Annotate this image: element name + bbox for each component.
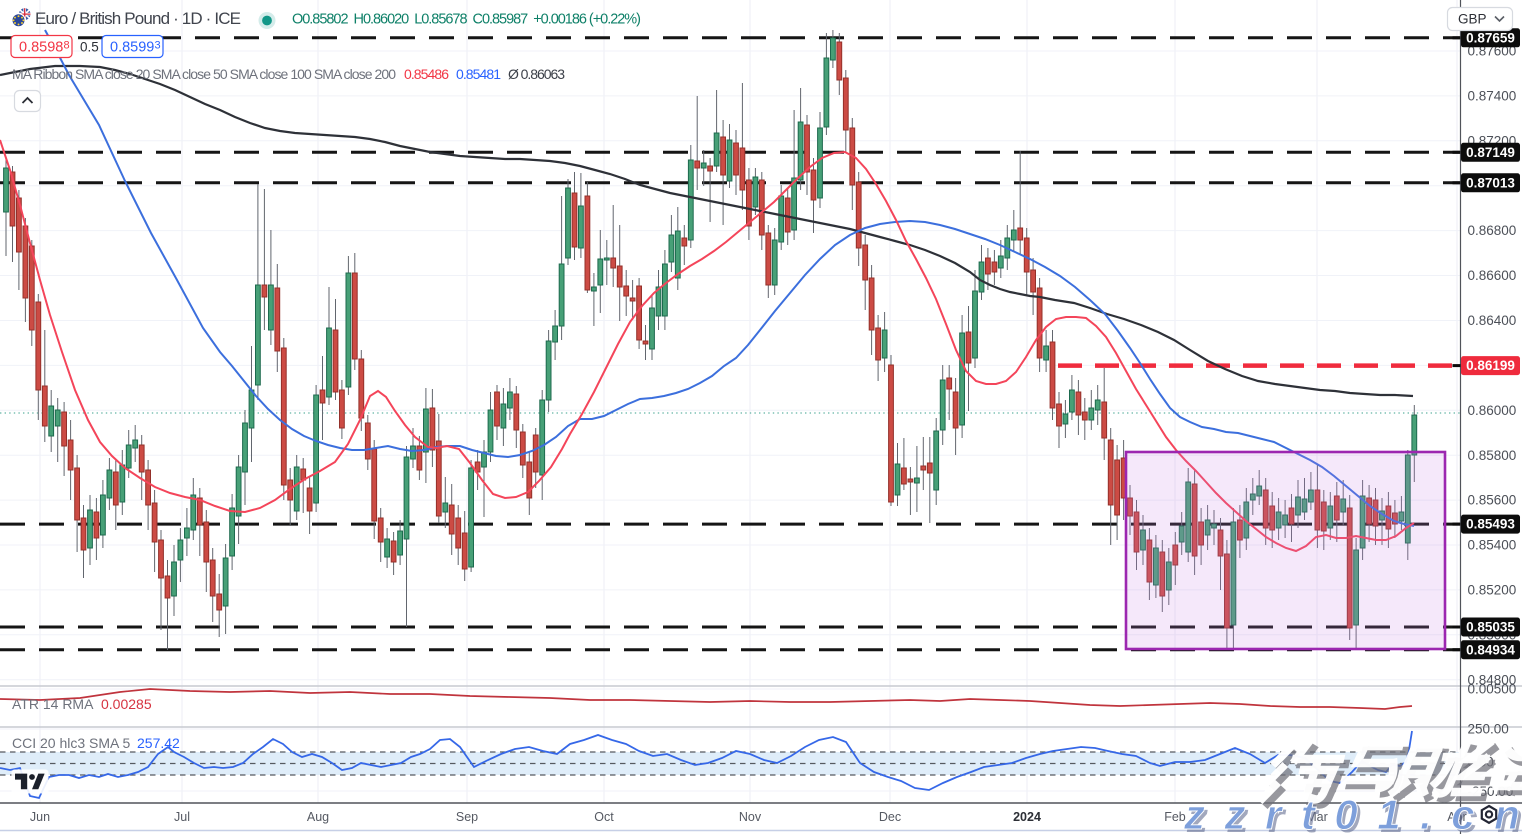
svg-text:0.85486: 0.85486 — [404, 66, 449, 82]
svg-text:zzrt01.cn: zzrt01.cn — [1186, 794, 1522, 834]
svg-text:0.86000: 0.86000 — [1468, 403, 1517, 418]
svg-text:0.85600: 0.85600 — [1468, 493, 1517, 508]
svg-text:0.86400: 0.86400 — [1468, 313, 1517, 328]
svg-text:Aug: Aug — [307, 810, 329, 824]
svg-text:0.85035: 0.85035 — [1466, 620, 1515, 635]
svg-text:Jul: Jul — [174, 810, 190, 824]
svg-text:250.00: 250.00 — [1468, 722, 1509, 737]
svg-text:0.00500: 0.00500 — [1468, 681, 1517, 696]
svg-text:CCI 20 hlc3 SMA 5: CCI 20 hlc3 SMA 5 — [12, 735, 130, 751]
svg-text:3: 3 — [155, 40, 161, 52]
svg-text:0.87149: 0.87149 — [1466, 145, 1515, 160]
svg-text:0.8599: 0.8599 — [110, 40, 154, 56]
svg-text:O0.85802 H0.86020 L0.85678: O0.85802 H0.86020 L0.85678 C0.85987 +0.0… — [292, 12, 641, 28]
svg-text:Mar: Mar — [1306, 810, 1328, 824]
svg-text:0.86800: 0.86800 — [1468, 223, 1517, 238]
svg-text:0.85200: 0.85200 — [1468, 583, 1517, 598]
svg-text:8: 8 — [64, 40, 70, 52]
svg-text:0.85800: 0.85800 — [1468, 448, 1517, 463]
svg-text:0.87600: 0.87600 — [1468, 44, 1517, 59]
svg-text:Euro / British Pound · 1D · IC: Euro / British Pound · 1D · ICE — [35, 9, 241, 28]
svg-text:0.84934: 0.84934 — [1466, 642, 1515, 657]
svg-text:0.00285: 0.00285 — [101, 696, 152, 712]
svg-text:0.87400: 0.87400 — [1468, 89, 1517, 104]
svg-text:ATR 14 RMA: ATR 14 RMA — [12, 696, 94, 712]
svg-text:0.86199: 0.86199 — [1466, 358, 1515, 373]
svg-text:0.84800: 0.84800 — [1468, 672, 1517, 687]
svg-text:Sep: Sep — [456, 810, 478, 824]
svg-text:0.85493: 0.85493 — [1466, 517, 1515, 532]
svg-text:GBP: GBP — [1458, 12, 1487, 27]
svg-text:Dec: Dec — [879, 810, 901, 824]
svg-text:Nov: Nov — [739, 810, 762, 824]
svg-text:0.85481: 0.85481 — [456, 66, 501, 82]
svg-text:0.85400: 0.85400 — [1468, 538, 1517, 553]
svg-text:Jun: Jun — [30, 810, 50, 824]
svg-text:MA Ribbon SMA close 20 SMA clo: MA Ribbon SMA close 20 SMA close 50 SMA … — [12, 66, 396, 82]
svg-text:Feb: Feb — [1164, 810, 1186, 824]
svg-text:0.5: 0.5 — [80, 40, 99, 55]
svg-text:Ø 0.86063: Ø 0.86063 — [508, 66, 565, 82]
svg-text:Oct: Oct — [594, 810, 614, 824]
svg-text:0.87013: 0.87013 — [1466, 175, 1515, 190]
svg-text:257.42: 257.42 — [137, 735, 180, 751]
svg-text:2024: 2024 — [1013, 810, 1041, 824]
svg-text:0.8598: 0.8598 — [19, 40, 63, 56]
svg-text:0.87659: 0.87659 — [1466, 30, 1515, 45]
svg-text:Apr: Apr — [1447, 810, 1466, 824]
svg-text:0.86600: 0.86600 — [1468, 268, 1517, 283]
svg-text:zzrt01.cn: zzrt01.cn — [1183, 791, 1522, 834]
